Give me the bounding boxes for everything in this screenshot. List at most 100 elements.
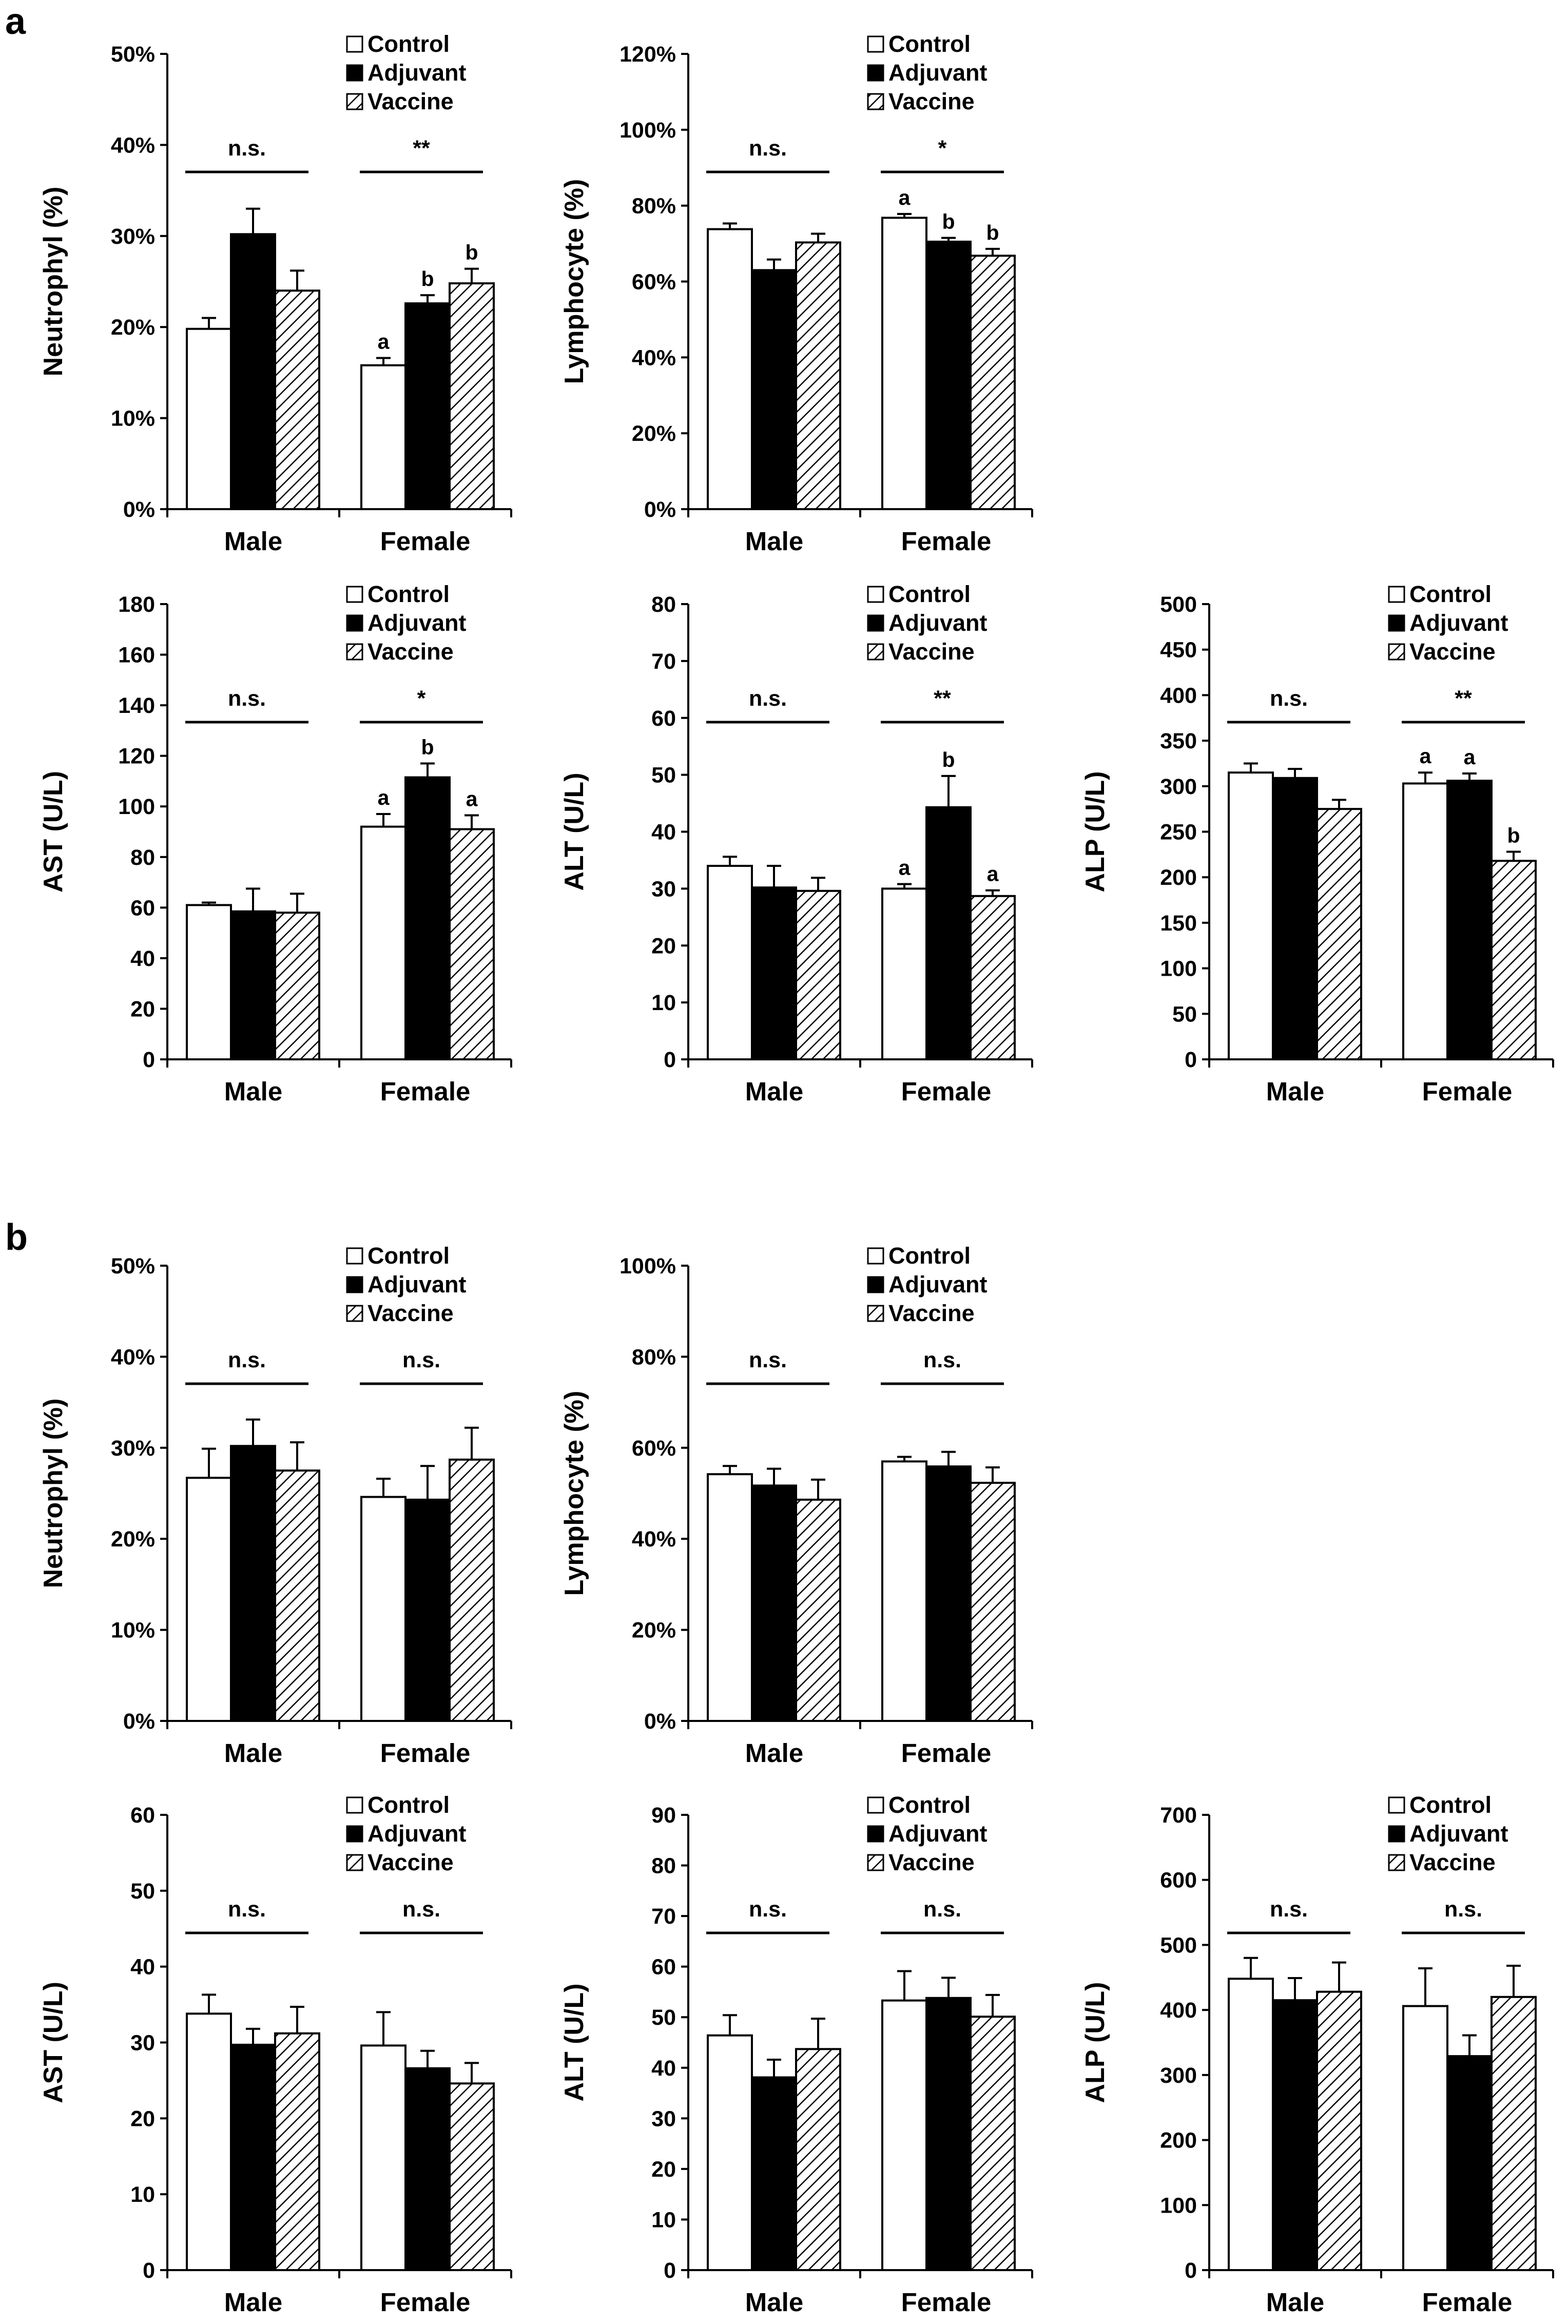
- bar-adjuvant-female: [404, 302, 451, 510]
- y-tick-label: 40%: [111, 133, 155, 158]
- bar-vaccine-female: [1490, 860, 1537, 1060]
- y-axis-title: Neutrophyl (%): [38, 187, 68, 377]
- category-label: Male: [745, 2288, 803, 2317]
- significance-label: n.s.: [228, 1897, 266, 1922]
- significance-label: n.s.: [749, 136, 787, 161]
- legend-control-swatch: [346, 1247, 363, 1265]
- category-label: Male: [224, 1738, 282, 1768]
- bar-control-female: [881, 1999, 927, 2272]
- y-axis-title: AST (U/L): [38, 1982, 68, 2103]
- legend-vaccine-swatch: [346, 93, 363, 110]
- legend-vaccine-swatch: [867, 93, 884, 110]
- y-tick-label: 0%: [123, 497, 155, 522]
- bar-control-male: [707, 228, 753, 510]
- y-tick-label: 30: [651, 2106, 676, 2131]
- bar-control-male: [186, 904, 232, 1060]
- legend-control-swatch: [346, 1796, 363, 1814]
- legend-vaccine-swatch: [1388, 1854, 1405, 1871]
- legend-adjuvant-swatch: [867, 1825, 884, 1843]
- y-tick-label: 20%: [632, 421, 676, 446]
- sig-letter: a: [1420, 744, 1432, 768]
- bar-adjuvant-male: [230, 1445, 276, 1722]
- chart-a-5: a a b 0 50 100 150 200 250 300 350 400 450 500 Male Fem…: [1080, 581, 1554, 1106]
- sig-letter: b: [942, 209, 955, 233]
- y-axis-title: Lymphocyte (%): [559, 1391, 589, 1596]
- legend-control-label: Control: [888, 1243, 971, 1269]
- bar-vaccine-male: [795, 241, 841, 510]
- legend-vaccine-label: Vaccine: [367, 88, 454, 114]
- y-tick-label: 0: [143, 1048, 155, 1072]
- category-label: Male: [745, 1738, 803, 1768]
- legend-adjuvant-swatch: [1388, 1825, 1405, 1843]
- y-tick-label: 30: [130, 2031, 155, 2056]
- y-tick-label: 60: [651, 1955, 676, 1980]
- bar-vaccine-female: [449, 2082, 495, 2272]
- significance-label: n.s.: [749, 1348, 787, 1372]
- chart-a-1: a b b 0% 10% 20% 30% 40% 50% Male Female Neutrophyl…: [38, 31, 512, 556]
- y-tick-label: 50: [1172, 1002, 1197, 1027]
- significance-label: n.s.: [749, 1897, 787, 1922]
- legend-control-swatch: [346, 35, 363, 53]
- y-tick-label: 80: [651, 1854, 676, 1878]
- y-tick-label: 20: [130, 997, 155, 1021]
- significance-label: **: [934, 686, 951, 711]
- category-label: Female: [1422, 2288, 1513, 2317]
- y-tick-label: 450: [1160, 638, 1197, 663]
- y-tick-label: 150: [1160, 911, 1197, 936]
- sig-letter: a: [378, 786, 390, 809]
- y-tick-label: 80%: [632, 194, 676, 219]
- legend-vaccine-label: Vaccine: [888, 88, 975, 114]
- panel-label-b: b: [5, 1217, 28, 1258]
- bar-vaccine-male: [274, 2032, 320, 2271]
- bar-control-male: [1228, 771, 1274, 1060]
- legend-control-label: Control: [367, 581, 450, 607]
- y-tick-label: 0: [143, 2258, 155, 2283]
- bar-vaccine-male: [795, 2048, 841, 2272]
- y-tick-label: 20%: [111, 315, 155, 340]
- legend-adjuvant-swatch: [346, 1276, 363, 1293]
- y-tick-label: 40%: [632, 1527, 676, 1552]
- bar-adjuvant-female: [1446, 2055, 1493, 2272]
- y-tick-label: 250: [1160, 820, 1197, 845]
- y-tick-label: 50: [130, 1879, 155, 1904]
- y-tick-label: 500: [1160, 592, 1197, 617]
- y-tick-label: 40: [651, 820, 676, 845]
- y-tick-label: 20: [651, 934, 676, 958]
- y-tick-label: 120%: [620, 42, 676, 67]
- legend-vaccine-label: Vaccine: [888, 1300, 975, 1326]
- y-tick-label: 180: [118, 592, 155, 617]
- chart-a-2: a b b 0% 20% 40% 60% 80% 100% 120% Male Female Lymph…: [559, 31, 1033, 556]
- legend-control-label: Control: [1409, 581, 1492, 607]
- y-tick-label: 10: [651, 991, 676, 1015]
- bar-control-female: [360, 364, 406, 510]
- bar-adjuvant-female: [1446, 780, 1493, 1060]
- y-tick-label: 60: [651, 706, 676, 731]
- bar-vaccine-female: [1490, 1996, 1537, 2272]
- legend-adjuvant-label: Adjuvant: [888, 610, 988, 636]
- legend-control-label: Control: [367, 1243, 450, 1269]
- legend-vaccine-label: Vaccine: [888, 1849, 975, 1875]
- y-tick-label: 10%: [111, 1618, 155, 1643]
- bar-adjuvant-male: [751, 886, 797, 1060]
- legend-adjuvant-label: Adjuvant: [1409, 610, 1508, 636]
- legend-control-swatch: [867, 1796, 884, 1814]
- category-label: Female: [380, 1077, 471, 1106]
- y-tick-label: 0%: [644, 497, 676, 522]
- sig-letter: a: [378, 330, 390, 354]
- y-tick-label: 20%: [632, 1618, 676, 1643]
- sig-letter: b: [942, 748, 955, 771]
- category-label: Male: [745, 527, 803, 556]
- y-tick-label: 80: [651, 592, 676, 617]
- y-tick-label: 80: [130, 845, 155, 870]
- y-tick-label: 140: [118, 693, 155, 718]
- y-tick-label: 40: [130, 946, 155, 971]
- legend-vaccine-swatch: [1388, 643, 1405, 661]
- sig-letter: a: [466, 787, 478, 810]
- legend-control-label: Control: [367, 31, 450, 57]
- bar-control-female: [881, 1460, 927, 1722]
- sig-letter: b: [421, 735, 434, 759]
- legend-vaccine-swatch: [867, 643, 884, 661]
- y-tick-label: 0: [1185, 2258, 1197, 2283]
- chart-b-7: 0% 20% 40% 60% 80% 100% Male Female Lymphocyte (…: [559, 1243, 1033, 1768]
- bar-vaccine-female: [970, 2016, 1016, 2271]
